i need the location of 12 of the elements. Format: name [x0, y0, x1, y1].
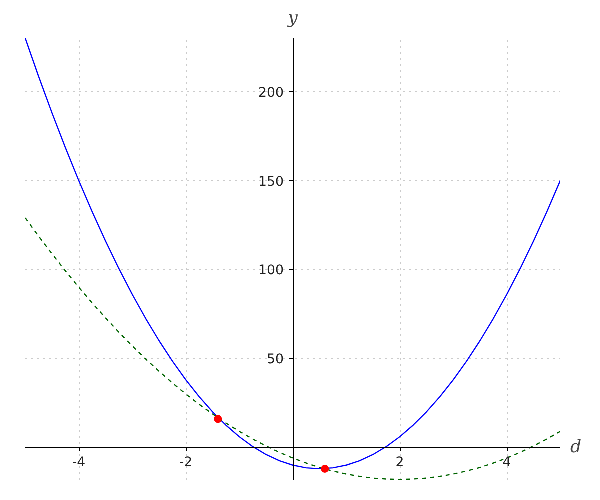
- y-tick-label: 50: [267, 352, 284, 368]
- x-axis-title: d: [570, 438, 582, 458]
- x-tick-label: -2: [179, 456, 193, 471]
- x-tick-label: 2: [396, 456, 404, 471]
- x-tick-label: -4: [72, 456, 86, 471]
- y-tick-label: 100: [258, 264, 284, 279]
- x-tick-label: 4: [502, 456, 512, 471]
- y-tick-label: 200: [258, 86, 284, 101]
- y-tick-label: 150: [258, 174, 284, 190]
- line-series: [26, 38, 560, 470]
- line-series: [26, 218, 560, 480]
- y-axis-title: y: [287, 8, 298, 28]
